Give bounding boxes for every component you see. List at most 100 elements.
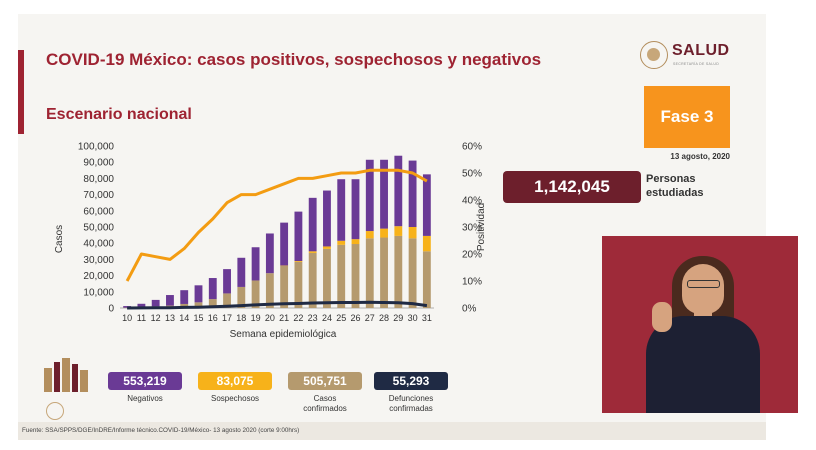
bar-negatives [422,174,431,236]
bar-confirmed [380,237,388,308]
x-tick-label: 14 [179,313,189,323]
bar-confirmed [194,302,203,308]
bar-negatives [394,155,403,227]
legend-confirmed-value: 505,751 [288,372,362,390]
cases-chart: 0 10,000 20,000 30,000 40,000 50,000 60,000 70,… [54,142,487,341]
bar-confirmed [422,251,431,308]
y2-tick-label: 30% [462,223,482,234]
y-tick-label: 100,000 [78,142,115,153]
bar-negatives [180,290,189,304]
studied-label: Personas estudiadas [646,172,703,200]
bar-negatives [323,190,331,247]
salud-logo: SALUD SECRETARÍA DE SALUD [640,41,735,75]
bar-confirmed [251,280,260,308]
y2-tick-label: 0% [462,304,477,315]
legend-deaths-value: 55,293 [374,372,448,390]
chart-bars [123,155,431,308]
studied-label-line1: Personas [646,173,696,185]
legend-confirmed-label: Casos confirmados [288,394,362,414]
bar-negatives [151,299,160,307]
y2-axis-label: Positividad [476,203,487,251]
bar-negatives [223,269,231,294]
bar-negatives [280,222,289,266]
bar-suspects [422,235,431,252]
bar-negatives [337,179,346,241]
bar-confirmed [323,248,331,308]
bar-suspects [380,228,388,238]
seal-icon [640,41,668,69]
bar-confirmed [223,293,231,308]
x-tick-label: 15 [193,313,203,323]
slide: COVID-19 México: casos positivos, sospec… [18,14,766,440]
bar-confirmed [294,261,303,308]
legend-deaths: 55,293 Defunciones confirmadas [374,372,448,414]
x-tick-label: 28 [379,313,389,323]
bar-negatives [408,160,417,227]
x-tick-label: 22 [293,313,303,323]
x-tick-label: 27 [365,313,375,323]
bar-confirmed [237,286,246,308]
y-tick-label: 40,000 [83,239,114,250]
accent-bar [18,50,24,134]
bar-confirmed [208,299,217,308]
x-tick-label: 19 [251,313,261,323]
slide-title: COVID-19 México: casos positivos, sospec… [46,50,542,69]
small-seal-icon [46,402,64,420]
x-tick-label: 13 [165,313,175,323]
bar-negatives [166,295,174,306]
y-tick-label: 60,000 [83,206,114,217]
source-note: Fuente: SSA/SPPS/DGE/InDRE/Informe técni… [18,422,766,440]
bar-confirmed [265,273,274,308]
y2-tick-label: 10% [462,277,482,288]
legend-negatives-value: 553,219 [108,372,182,390]
y-tick-label: 70,000 [83,190,114,201]
y2-tick-label: 20% [462,250,482,261]
legend-negatives-label: Negativos [127,394,163,403]
legend-suspects-value: 83,075 [198,372,272,390]
y-axis-label: Casos [54,225,65,253]
x-tick-label: 29 [393,313,403,323]
bar-suspects [308,251,317,253]
bar-confirmed [337,244,346,308]
bar-negatives [237,257,246,287]
interpreter-torso [646,316,760,413]
bar-confirmed [408,238,417,308]
line-deaths [127,300,428,310]
x-tick-label: 20 [265,313,275,323]
y2-tick-label: 40% [462,196,482,207]
studied-count: 1,142,045 [503,171,641,203]
studied-label-line2: estudiadas [646,187,704,199]
bar-confirmed [280,265,289,308]
logo-subtext: SECRETARÍA DE SALUD [673,62,720,66]
phase-badge: Fase 3 [644,86,730,148]
legend-negatives: 553,219 Negativos [108,372,182,404]
heritage-illustration [40,354,92,394]
x-tick-label: 25 [336,313,346,323]
bar-suspects [408,227,417,239]
x-tick-label: 21 [279,313,289,323]
bar-negatives [351,179,360,240]
chart-axes: 0 10,000 20,000 30,000 40,000 50,000 60,000 70,… [78,142,482,324]
interpreter-face [682,264,724,314]
bar-suspects [351,239,360,245]
bar-negatives [208,278,217,300]
y-tick-label: 20,000 [83,271,114,282]
x-tick-label: 26 [350,313,360,323]
y-tick-label: 90,000 [83,158,114,169]
bar-confirmed [351,244,360,308]
bar-negatives [137,303,146,308]
bar-negatives [308,197,317,252]
bar-suspects [323,246,331,249]
bar-negatives [380,159,388,229]
legend-confirmed-label-line1: Casos [313,394,337,403]
bar-negatives [194,285,203,303]
bar-suspects [394,226,403,236]
x-tick-label: 18 [236,313,246,323]
bar-negatives [365,159,374,232]
x-tick-label: 24 [322,313,332,323]
sign-language-interpreter-video [602,236,798,413]
y-tick-label: 10,000 [83,287,114,298]
x-axis-label: Semana epidemiológica [230,329,337,340]
logo-text: SALUD [672,42,730,59]
